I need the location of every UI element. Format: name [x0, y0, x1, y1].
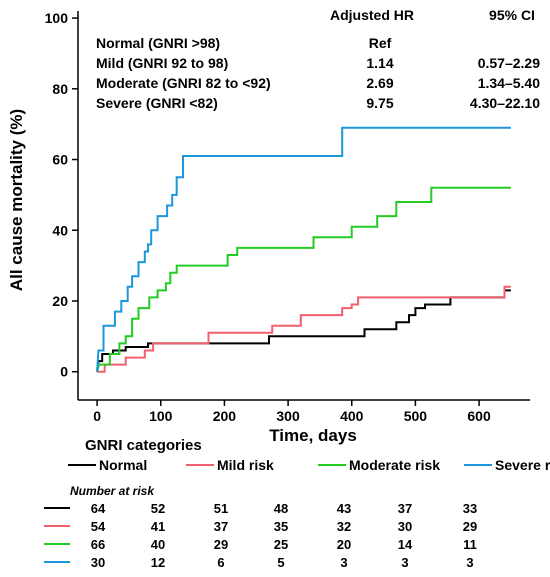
risk-count: 48 — [274, 501, 288, 516]
ci-value: 1.34–5.40 — [478, 75, 540, 91]
ci-header: 95% CI — [489, 7, 535, 23]
risk-count: 5 — [277, 555, 284, 570]
plot-area — [96, 126, 511, 373]
series-line-normal — [96, 289, 511, 372]
risk-count: 64 — [91, 501, 106, 516]
risk-count: 37 — [214, 519, 228, 534]
series-line-mild-risk — [97, 285, 511, 373]
risk-table-title: Number at risk — [70, 484, 155, 498]
risk-count: 43 — [337, 501, 351, 516]
legend-title: GNRI categories — [85, 437, 202, 454]
risk-count: 25 — [274, 537, 288, 552]
y-tick-label: 80 — [52, 81, 68, 97]
hr-header: Adjusted HR — [330, 7, 414, 23]
hr-value: 2.69 — [366, 75, 393, 91]
hr-row-label: Severe (GNRI <82) — [96, 95, 218, 111]
ci-value: 4.30–22.10 — [470, 95, 540, 111]
x-tick-label: 600 — [467, 408, 491, 424]
risk-count: 3 — [340, 555, 347, 570]
hr-value: Ref — [369, 35, 392, 51]
y-tick-label: 20 — [52, 293, 68, 309]
legend-label: Moderate risk — [349, 457, 440, 473]
legend: Normal Mild risk Moderate risk Severe risk — [68, 457, 550, 473]
risk-count: 30 — [398, 519, 412, 534]
y-tick-label: 100 — [45, 10, 69, 26]
hr-value: 9.75 — [366, 95, 393, 111]
x-tick-label: 100 — [149, 408, 173, 424]
risk-count: 20 — [337, 537, 351, 552]
x-tick-label: 400 — [340, 408, 364, 424]
hr-row-label: Mild (GNRI 92 to 98) — [96, 55, 228, 71]
risk-count: 3 — [466, 555, 473, 570]
hazard-ratio-table: Adjusted HR 95% CI Normal (GNRI >98) Ref Mil… — [96, 7, 540, 111]
y-tick-label: 40 — [52, 222, 68, 238]
hr-value: 1.14 — [366, 55, 393, 71]
risk-count: 41 — [151, 519, 165, 534]
hr-row-label: Moderate (GNRI 82 to <92) — [96, 75, 271, 91]
legend-label: Normal — [99, 457, 147, 473]
x-tick-label: 0 — [93, 408, 101, 424]
risk-count: 40 — [151, 537, 165, 552]
risk-count: 37 — [398, 501, 412, 516]
risk-count: 54 — [91, 519, 106, 534]
risk-count: 11 — [463, 537, 477, 552]
risk-count: 12 — [151, 555, 165, 570]
legend-label: Mild risk — [217, 457, 274, 473]
x-axis-label: Time, days — [269, 426, 357, 445]
series-line-severe-risk — [96, 126, 511, 372]
x-tick-label: 500 — [404, 408, 428, 424]
risk-count: 32 — [337, 519, 351, 534]
risk-count: 14 — [398, 537, 413, 552]
risk-count: 33 — [463, 501, 477, 516]
risk-count: 52 — [151, 501, 165, 516]
risk-count: 29 — [463, 519, 477, 534]
y-tick-label: 60 — [52, 152, 68, 168]
risk-count: 66 — [91, 537, 105, 552]
risk-count: 29 — [214, 537, 228, 552]
risk-count: 51 — [214, 501, 228, 516]
axes: 0 20 40 60 80 100 0 100 200 300 400 500 600 — [45, 10, 530, 424]
x-tick-label: 300 — [276, 408, 300, 424]
risk-count: 3 — [401, 555, 408, 570]
hr-row-label: Normal (GNRI >98) — [96, 35, 220, 51]
risk-count: 30 — [91, 555, 105, 570]
x-tick-label: 200 — [213, 408, 237, 424]
y-axis-label: All cause mortality (%) — [7, 109, 26, 291]
ci-value: 0.57–2.29 — [478, 55, 540, 71]
risk-count: 6 — [217, 555, 224, 570]
legend-label: Severe risk — [495, 457, 550, 473]
series-line-moderate-risk — [96, 186, 511, 372]
risk-count: 35 — [274, 519, 288, 534]
y-tick-label: 0 — [60, 364, 68, 380]
